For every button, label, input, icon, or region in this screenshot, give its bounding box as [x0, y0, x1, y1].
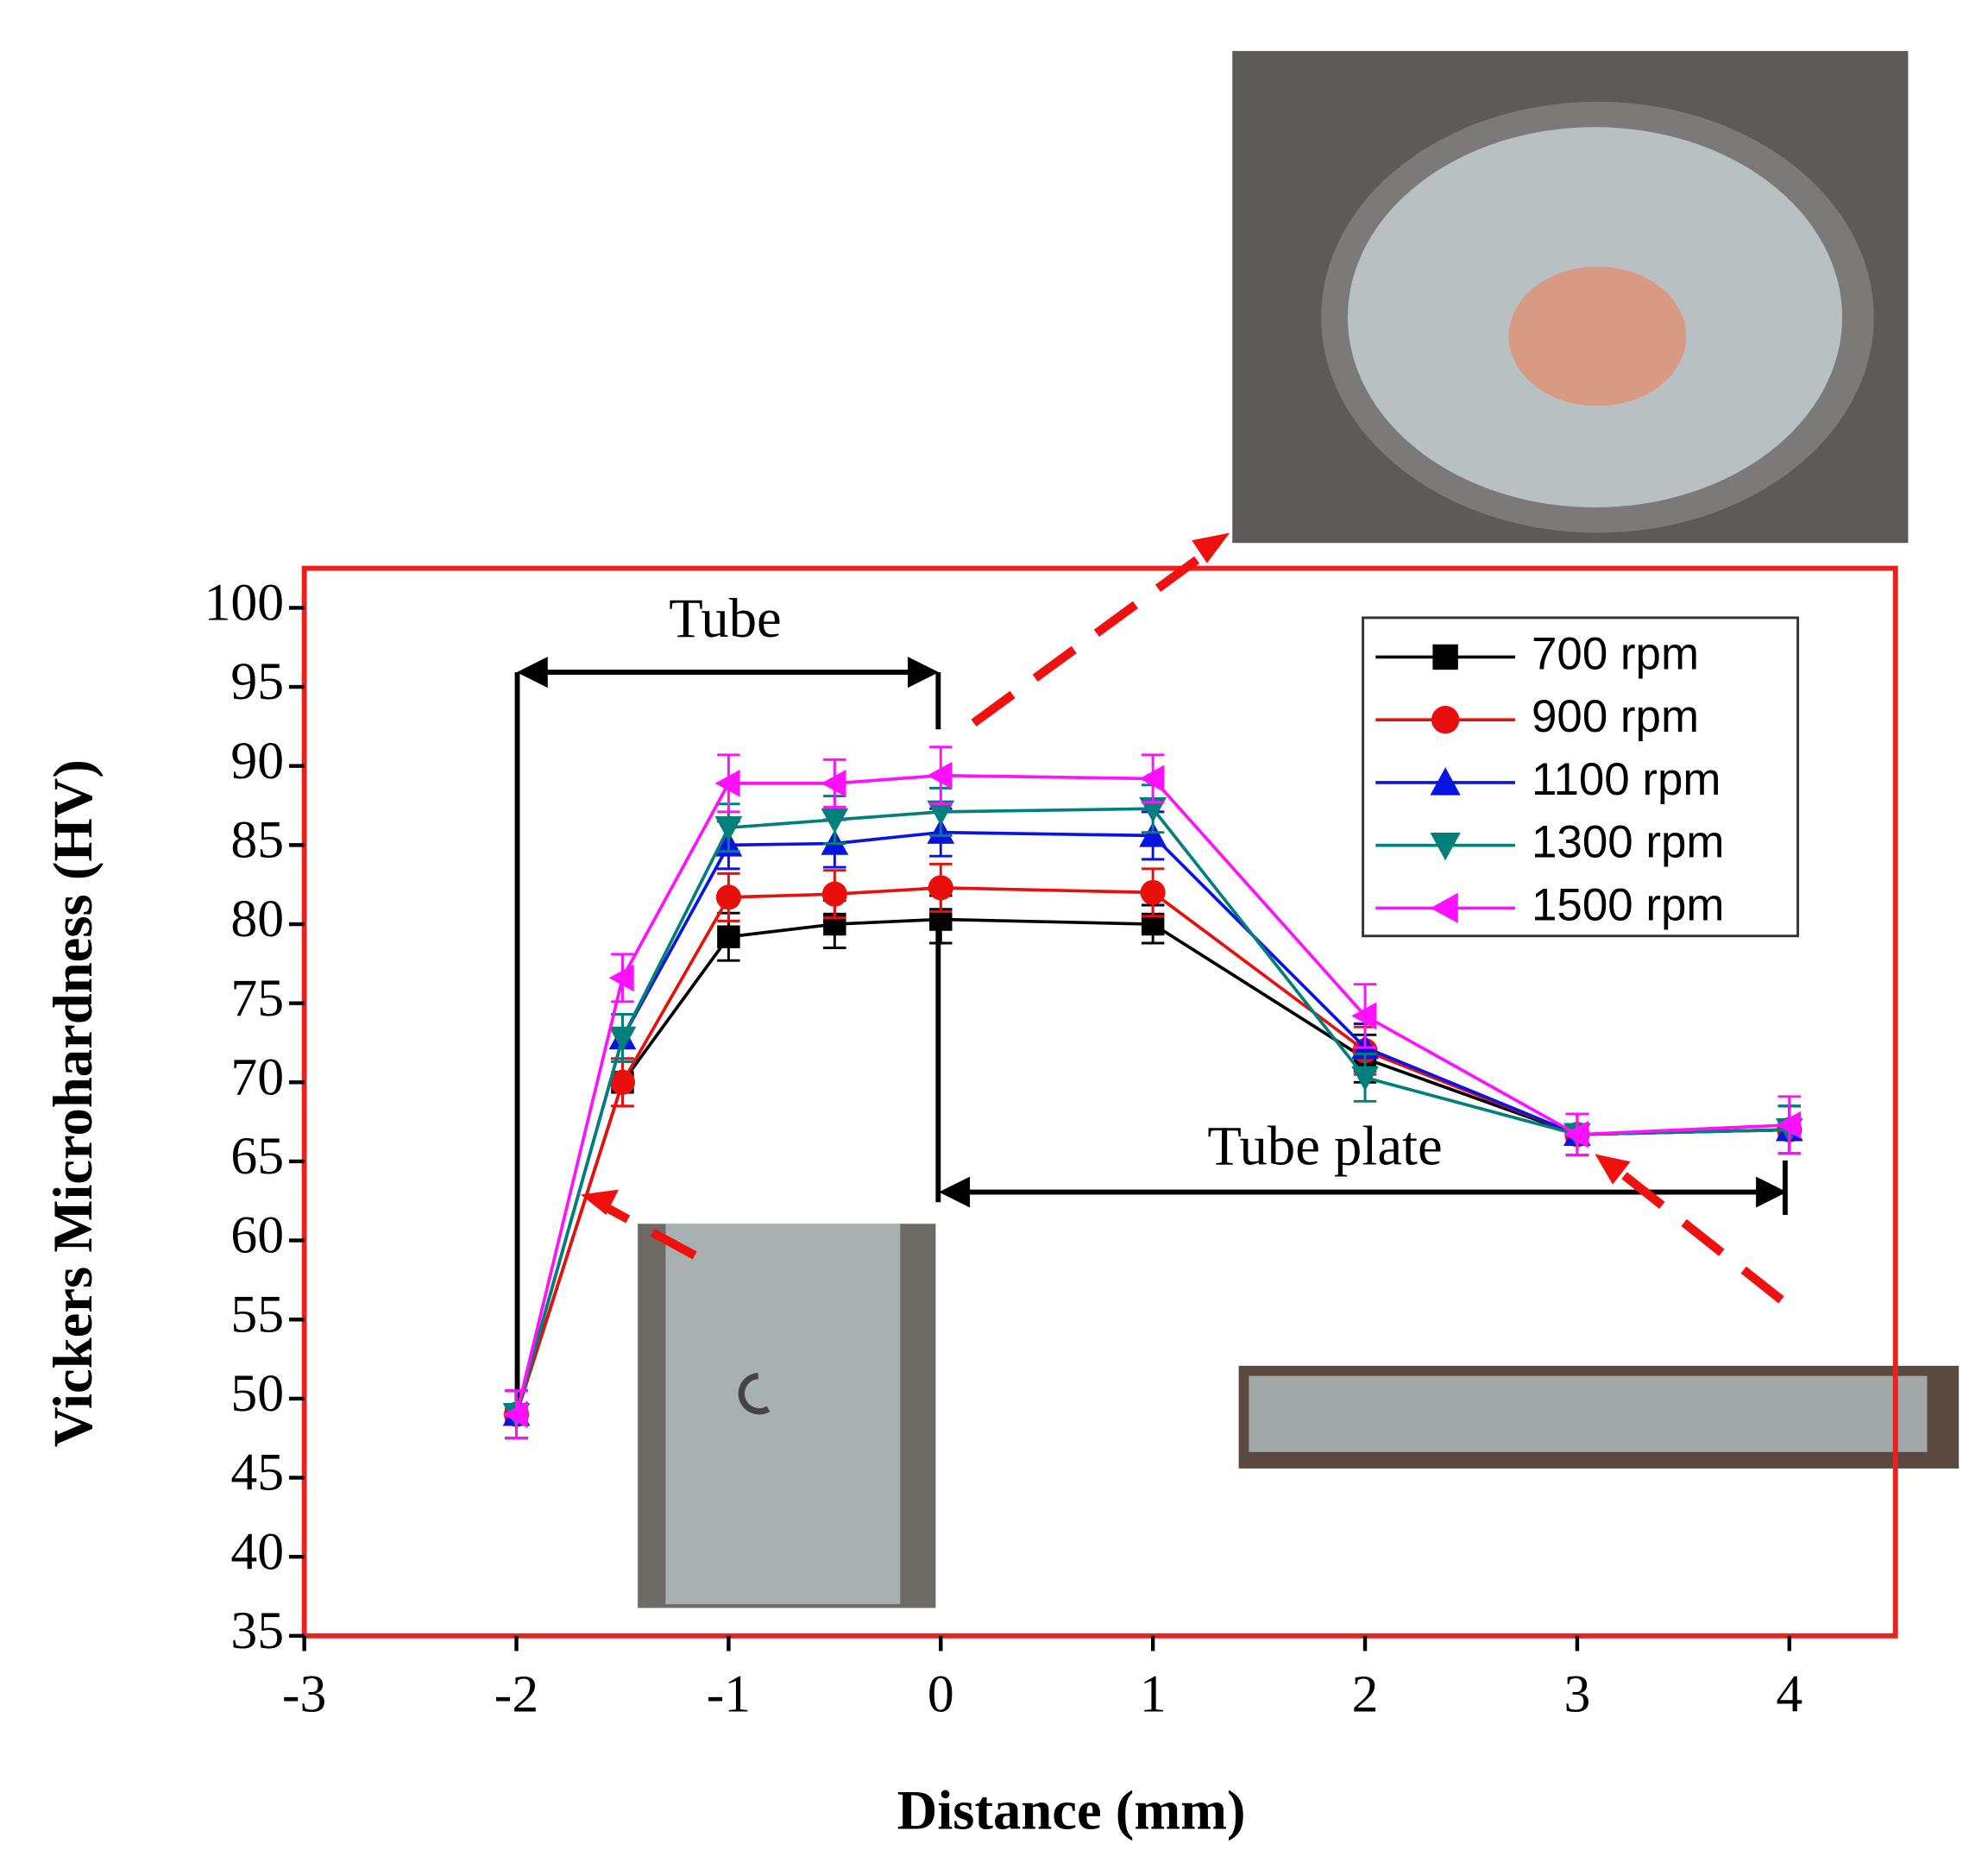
legend-label: 1100 rpm [1532, 754, 1721, 805]
legend-label: 1300 rpm [1532, 817, 1724, 868]
marker [609, 1069, 636, 1095]
y-tick-label: 65 [230, 1127, 284, 1186]
x-tick-label: 0 [928, 1664, 954, 1723]
marker [714, 815, 743, 842]
plot-frame [301, 565, 1898, 1639]
x-tick-label: -2 [494, 1664, 538, 1723]
photo-tube-plate-top [1232, 51, 1909, 544]
y-tick-label: 50 [230, 1364, 284, 1423]
y-axis-label: Vickers Microhardness (HV) [41, 759, 104, 1447]
x-tick-label: 3 [1563, 1664, 1590, 1723]
photo-tube [638, 1224, 936, 1608]
y-tick-label: 80 [230, 890, 284, 948]
marker [1563, 1120, 1589, 1148]
y-tick-label: 70 [230, 1048, 284, 1106]
x-tick-label: 4 [1776, 1664, 1802, 1723]
y-tick-label: 100 [204, 574, 285, 632]
legend-label: 700 rpm [1532, 628, 1699, 679]
y-tick-label: 85 [230, 811, 284, 870]
callout-heads [580, 532, 1631, 1215]
marker [1430, 892, 1458, 924]
marker [608, 964, 634, 992]
x-tick-label: -1 [707, 1664, 751, 1723]
marker [1351, 1066, 1379, 1092]
marker [1139, 821, 1167, 847]
marker [928, 875, 953, 901]
marker [1139, 764, 1165, 793]
marker [821, 770, 846, 797]
marker [1431, 706, 1460, 734]
legend-label: 900 rpm [1532, 691, 1699, 742]
y-tick-label: 60 [230, 1206, 284, 1265]
y-tick-label: 95 [230, 652, 284, 711]
marker [821, 808, 849, 834]
x-tick-label: -3 [282, 1664, 326, 1723]
marker [821, 881, 847, 907]
marker [1432, 644, 1458, 670]
marker [1430, 832, 1461, 861]
y-tick-label: 75 [230, 969, 284, 1028]
annotation: Tube [669, 587, 782, 649]
x-axis-label: Distance (mm) [897, 1778, 1246, 1841]
marker [717, 925, 740, 948]
photo-cross-section [1238, 1365, 1960, 1469]
marker [1775, 1111, 1802, 1139]
marker [502, 1400, 528, 1429]
y-tick-label: 40 [230, 1522, 284, 1581]
marker [927, 800, 955, 826]
callout-dashes [603, 551, 1784, 1304]
legend [1362, 616, 1800, 938]
marker [714, 770, 740, 797]
y-tick-label: 90 [230, 732, 284, 790]
annotation-arrows [514, 657, 1788, 1401]
legend-label: 1500 rpm [1532, 879, 1724, 930]
annotation: Tube plate [1207, 1114, 1442, 1176]
y-tick-label: 45 [230, 1444, 284, 1502]
marker [927, 761, 953, 790]
x-tick-label: 2 [1352, 1664, 1379, 1723]
y-tick-label: 35 [230, 1601, 284, 1660]
marker [1430, 767, 1461, 796]
x-tick-label: 1 [1140, 1664, 1167, 1723]
marker [608, 1026, 637, 1052]
y-tick-label: 55 [230, 1285, 284, 1343]
marker [1140, 879, 1166, 905]
marker [715, 884, 741, 910]
marker [1351, 1002, 1377, 1030]
